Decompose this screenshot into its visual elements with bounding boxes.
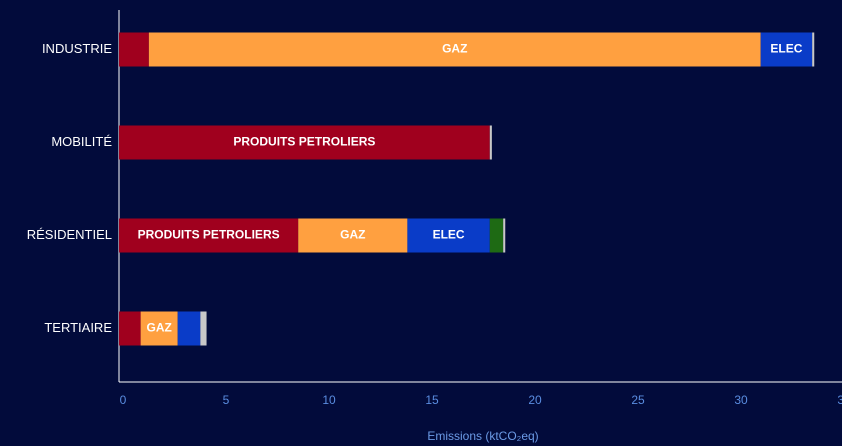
- x-tick-label: 25: [631, 393, 645, 407]
- bar-segment: [148, 32, 761, 67]
- bar-segment: [200, 311, 207, 346]
- segment-label: GAZ: [442, 42, 467, 56]
- bar-segment: [760, 32, 813, 67]
- x-tick-label: 0: [120, 393, 127, 407]
- y-tick-label: INDUSTRIE: [42, 41, 112, 56]
- segment-label: GAZ: [146, 321, 171, 335]
- x-tick-label: 15: [425, 393, 439, 407]
- x-tick-label: 20: [528, 393, 542, 407]
- bar-segment: [119, 218, 299, 253]
- x-tick-label: 5: [223, 393, 230, 407]
- bar-segment: [812, 32, 815, 67]
- y-tick-label: MOBILITÉ: [51, 134, 112, 149]
- bar-segment: [489, 218, 504, 253]
- bar-segment: [177, 311, 201, 346]
- segment-label: ELEC: [770, 42, 802, 56]
- x-tick-label: 10: [322, 393, 336, 407]
- bar-segment: [119, 311, 141, 346]
- segment-label: ELEC: [433, 228, 465, 242]
- y-tick-label: TERTIAIRE: [44, 320, 112, 335]
- bar-segment: [489, 125, 492, 160]
- segment-label: PRODUITS PETROLIERS: [233, 135, 375, 149]
- bar-segment: [407, 218, 490, 253]
- x-axis-title: Emissions (ktCO₂eq): [427, 429, 538, 443]
- x-tick-label: 35: [837, 393, 842, 407]
- bar-segment: [503, 218, 506, 253]
- segment-label: PRODUITS PETROLIERS: [138, 228, 280, 242]
- segment-label: GAZ: [340, 228, 365, 242]
- bar-segment: [119, 125, 490, 160]
- bar-segment: [119, 32, 149, 67]
- y-tick-label: RÉSIDENTIEL: [27, 227, 112, 242]
- x-tick-label: 30: [734, 393, 748, 407]
- bar-segment: [298, 218, 408, 253]
- bar-segment: [140, 311, 178, 346]
